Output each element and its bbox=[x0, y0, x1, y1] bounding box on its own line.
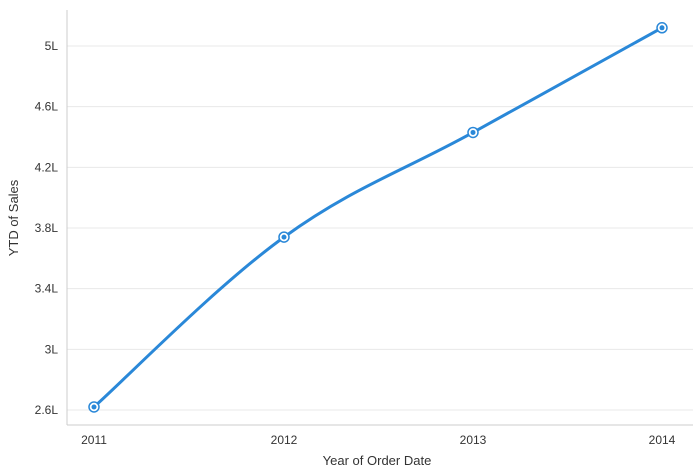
series-lines bbox=[92, 26, 664, 409]
x-axis-title: Year of Order Date bbox=[323, 453, 432, 468]
x-tick-label: 2012 bbox=[271, 433, 298, 447]
data-point-dot bbox=[281, 234, 287, 240]
x-tick-label: 2013 bbox=[460, 433, 487, 447]
x-tick-label: 2011 bbox=[81, 433, 107, 447]
y-tick-label: 3L bbox=[45, 342, 59, 356]
gridlines bbox=[67, 45, 693, 411]
series-line bbox=[92, 26, 664, 409]
data-point-dot bbox=[659, 25, 665, 31]
data-point-dot bbox=[470, 129, 476, 135]
y-tick-label: 3.8L bbox=[35, 221, 59, 235]
y-tick-label: 2.6L bbox=[35, 403, 59, 417]
y-axis-title: YTD of Sales bbox=[6, 179, 21, 256]
data-point-dot bbox=[91, 404, 97, 410]
y-tick-label: 4.2L bbox=[35, 160, 59, 174]
x-tick-label: 2014 bbox=[649, 433, 676, 447]
data-points bbox=[88, 22, 668, 413]
y-tick-label: 5L bbox=[45, 39, 59, 53]
axes bbox=[66, 10, 693, 426]
x-axis-ticks: 2011 2012 2013 2014 bbox=[81, 433, 676, 447]
y-tick-label: 4.6L bbox=[35, 100, 59, 114]
y-tick-label: 3.4L bbox=[35, 282, 59, 296]
y-axis-ticks: 2.6L 3L 3.4L 3.8L 4.2L 4.6L 5L bbox=[35, 39, 59, 417]
